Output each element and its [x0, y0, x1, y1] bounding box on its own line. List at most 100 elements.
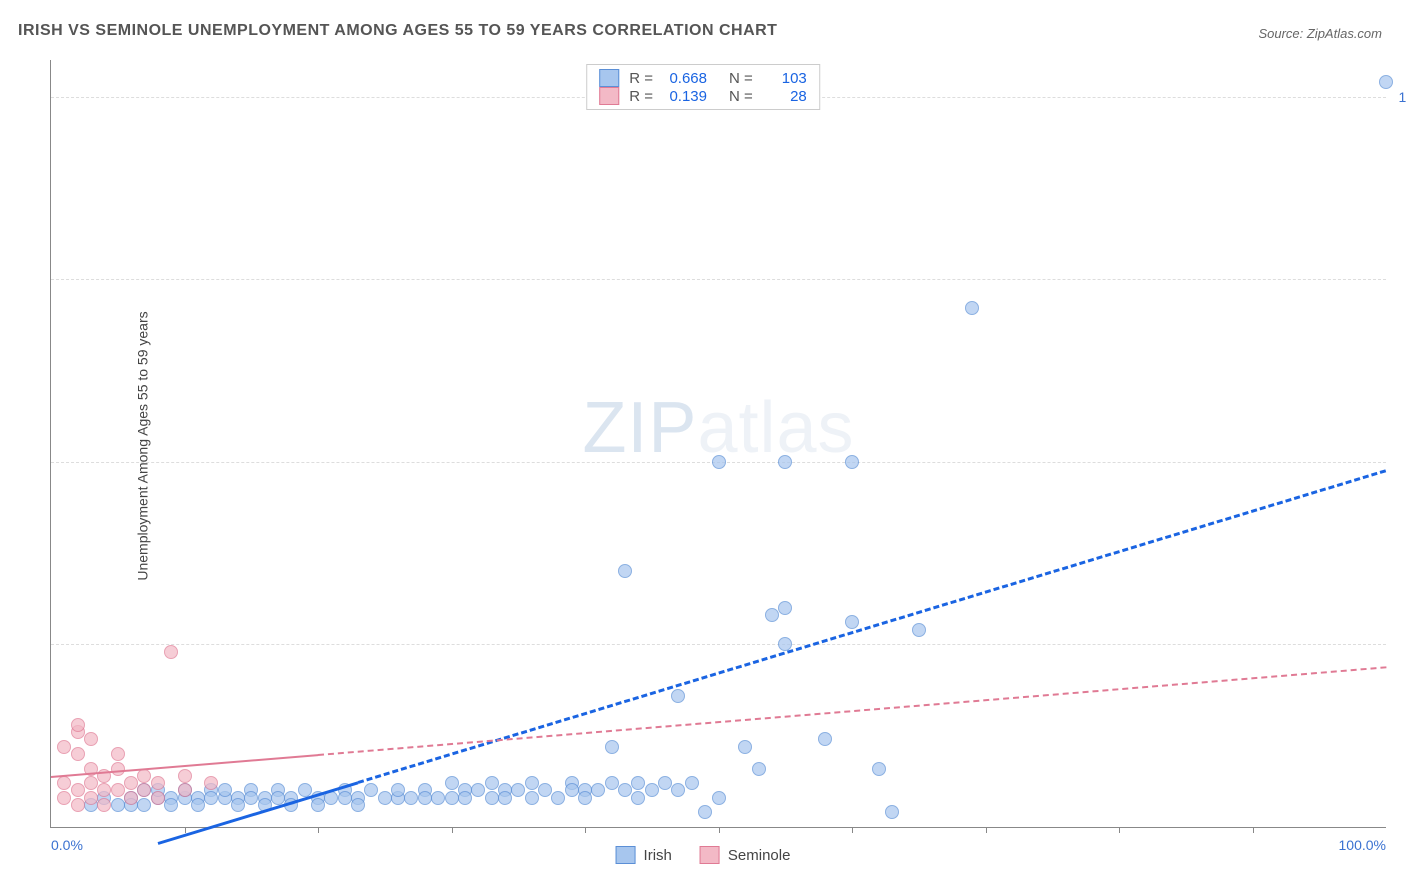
data-point — [471, 783, 485, 797]
data-point — [698, 805, 712, 819]
data-point — [84, 732, 98, 746]
data-point — [685, 776, 699, 790]
legend-swatch — [616, 846, 636, 864]
legend-swatch — [599, 69, 619, 87]
data-point — [538, 783, 552, 797]
series-legend: Irish Seminole — [616, 846, 791, 864]
data-point — [244, 791, 258, 805]
data-point — [71, 783, 85, 797]
data-point — [71, 747, 85, 761]
correlation-legend: R =0.668N =103R =0.139N =28 — [586, 64, 820, 110]
chart-title: IRISH VS SEMINOLE UNEMPLOYMENT AMONG AGE… — [18, 22, 777, 40]
data-point — [445, 791, 459, 805]
legend-label: Seminole — [728, 847, 791, 864]
source-label: Source: — [1258, 26, 1306, 41]
gridline — [51, 644, 1386, 645]
data-point — [671, 689, 685, 703]
n-value: 28 — [763, 88, 807, 105]
n-value: 103 — [763, 70, 807, 87]
data-point — [204, 791, 218, 805]
data-point — [578, 791, 592, 805]
data-point — [84, 791, 98, 805]
data-point — [57, 791, 71, 805]
data-point — [752, 762, 766, 776]
data-point — [351, 798, 365, 812]
data-point — [178, 769, 192, 783]
data-point — [231, 798, 245, 812]
data-point — [124, 776, 138, 790]
data-point — [605, 776, 619, 790]
legend-item: Irish — [616, 846, 672, 864]
source-text: ZipAtlas.com — [1307, 26, 1382, 41]
x-tick — [719, 827, 720, 833]
n-label: N = — [729, 88, 753, 105]
data-point — [485, 776, 499, 790]
data-point — [191, 798, 205, 812]
data-point — [124, 791, 138, 805]
x-tick — [986, 827, 987, 833]
data-point — [111, 783, 125, 797]
data-point — [618, 783, 632, 797]
data-point — [204, 776, 218, 790]
x-tick — [1253, 827, 1254, 833]
data-point — [1379, 75, 1393, 89]
data-point — [164, 798, 178, 812]
data-point — [498, 791, 512, 805]
x-tick — [452, 827, 453, 833]
legend-swatch — [700, 846, 720, 864]
x-tick — [852, 827, 853, 833]
data-point — [631, 791, 645, 805]
data-point — [338, 791, 352, 805]
data-point — [57, 740, 71, 754]
x-tick — [185, 827, 186, 833]
r-value: 0.668 — [663, 70, 707, 87]
data-point — [618, 564, 632, 578]
data-point — [525, 791, 539, 805]
data-point — [111, 762, 125, 776]
data-point — [765, 608, 779, 622]
data-point — [111, 747, 125, 761]
data-point — [912, 623, 926, 637]
data-point — [778, 601, 792, 615]
data-point — [818, 732, 832, 746]
data-point — [525, 776, 539, 790]
x-tick — [1119, 827, 1120, 833]
data-point — [712, 791, 726, 805]
data-point — [885, 805, 899, 819]
data-point — [364, 783, 378, 797]
legend-row: R =0.668N =103 — [599, 69, 807, 87]
data-point — [57, 776, 71, 790]
data-point — [671, 783, 685, 797]
trend-line — [358, 469, 1387, 784]
data-point — [111, 798, 125, 812]
data-point — [591, 783, 605, 797]
data-point — [97, 798, 111, 812]
data-point — [404, 791, 418, 805]
y-tick-label: 100.0% — [1399, 89, 1406, 105]
data-point — [565, 783, 579, 797]
data-point — [511, 783, 525, 797]
x-tick-label: 0.0% — [51, 837, 83, 853]
data-point — [97, 783, 111, 797]
data-point — [872, 762, 886, 776]
data-point — [658, 776, 672, 790]
watermark-zip: ZIP — [582, 388, 697, 468]
legend-item: Seminole — [700, 846, 791, 864]
data-point — [551, 791, 565, 805]
data-point — [137, 769, 151, 783]
data-point — [378, 791, 392, 805]
x-tick — [318, 827, 319, 833]
source-attribution: Source: ZipAtlas.com — [1258, 26, 1382, 41]
x-tick-label: 100.0% — [1339, 837, 1386, 853]
data-point — [712, 455, 726, 469]
data-point — [431, 791, 445, 805]
data-point — [151, 791, 165, 805]
legend-label: Irish — [644, 847, 672, 864]
data-point — [311, 798, 325, 812]
data-point — [738, 740, 752, 754]
data-point — [164, 645, 178, 659]
data-point — [391, 783, 405, 797]
data-point — [84, 776, 98, 790]
r-label: R = — [629, 70, 653, 87]
data-point — [965, 301, 979, 315]
